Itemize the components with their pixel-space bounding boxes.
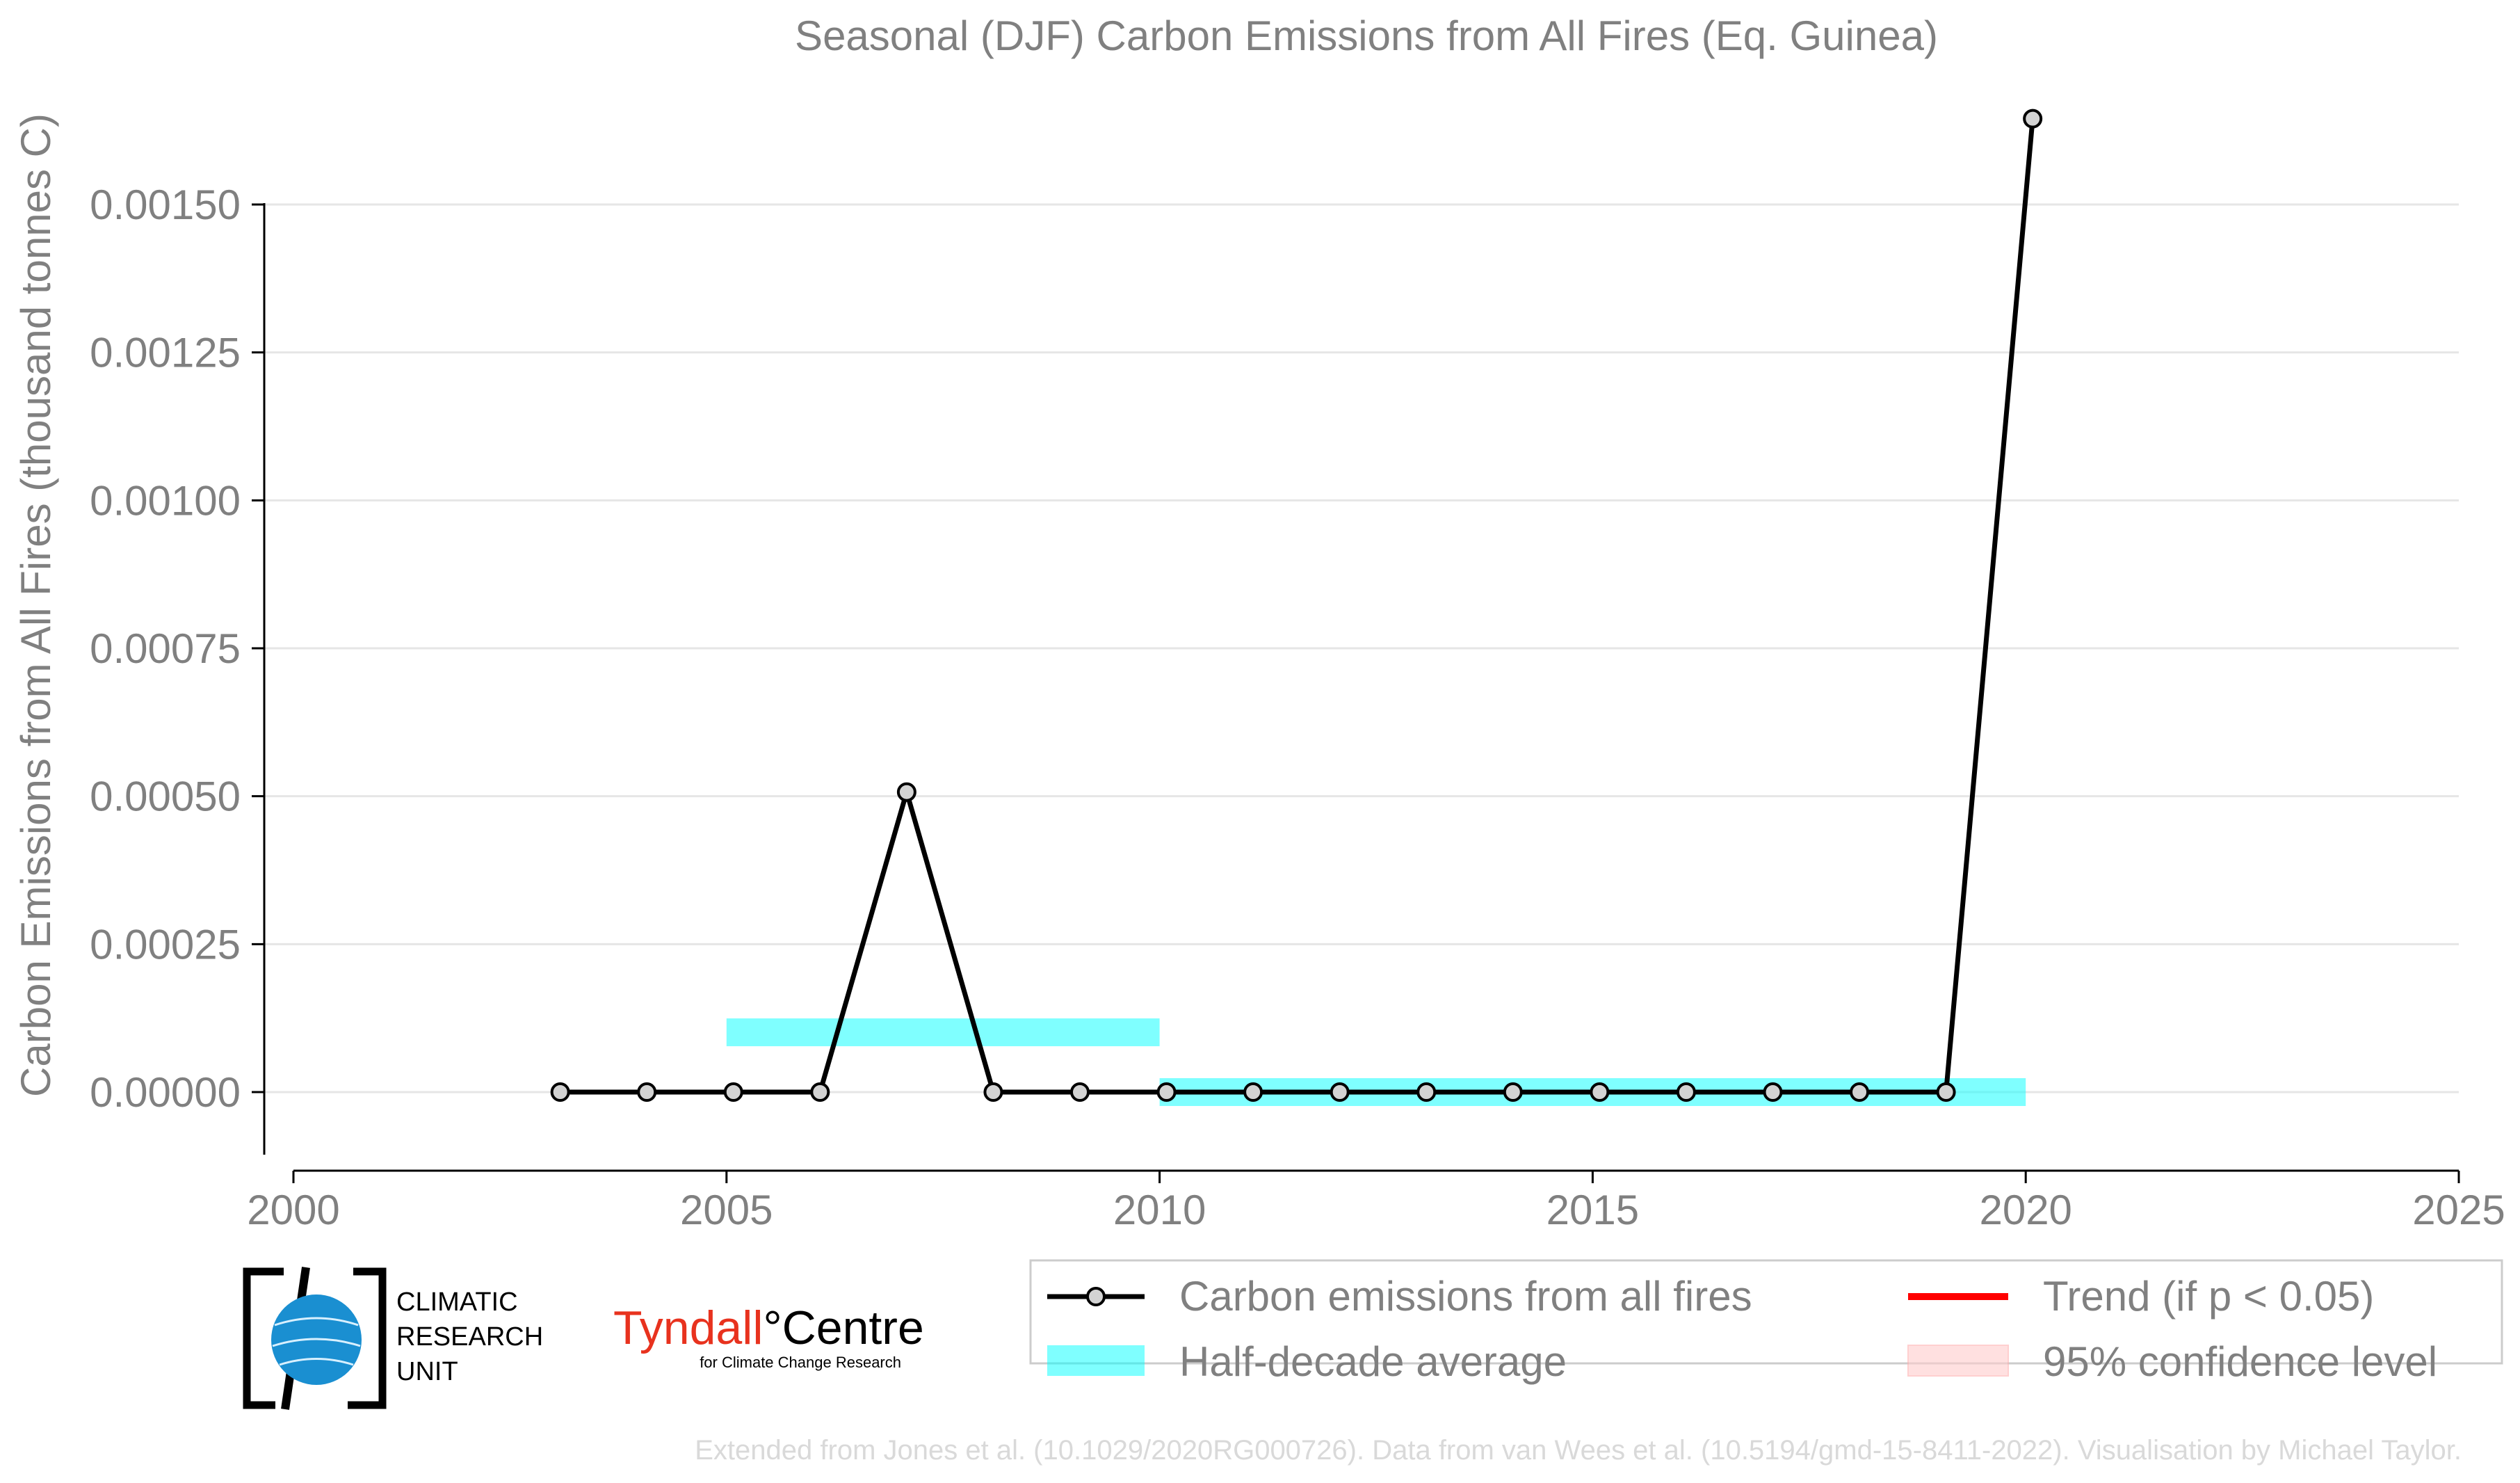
data-point (1243, 1082, 1263, 1102)
data-point (1590, 1082, 1610, 1102)
y-ticks: 0.00000 0.00025 0.00050 0.00075 0.00100 0.001… (90, 182, 264, 1116)
legend-label-confidence: 95% confidence level (2043, 1338, 2437, 1385)
legend: Carbon emissions from all fires Half-dec… (1029, 1259, 2503, 1385)
tyndall-logo-subtitle: for Climate Change Research (700, 1354, 901, 1371)
data-point (1763, 1082, 1783, 1102)
grid-lines (264, 203, 2459, 1093)
x-tick-label: 2005 (680, 1187, 773, 1233)
x-tick-label: 2010 (1113, 1187, 1206, 1233)
legend-label-half-decade: Half-decade average (1179, 1338, 1567, 1385)
legend-confidence-swatch (1907, 1345, 2009, 1377)
legend-marker-swatch (1086, 1287, 1106, 1306)
data-point (1330, 1082, 1350, 1102)
cru-logo: CLIMATIC RESEARCH UNIT (243, 1267, 543, 1410)
y-axis-label: Carbon Emissions from All Fires (thousan… (13, 113, 59, 1097)
data-point (637, 1082, 657, 1102)
data-point (1850, 1082, 1870, 1102)
legend-box (1029, 1259, 2503, 1365)
data-point (1676, 1082, 1696, 1102)
x-ticks: 2000 2005 2010 2015 2020 2025 (247, 1171, 2505, 1233)
series-carbon-emissions (550, 109, 2043, 1102)
data-point (550, 1082, 570, 1102)
footer-credit: Extended from Jones et al. (10.1029/2020… (695, 1435, 2462, 1466)
svg-text:Tyndall°Centre: Tyndall°Centre (613, 1301, 924, 1354)
data-point (810, 1082, 830, 1102)
series-line (560, 118, 2035, 1095)
y-tick-label: 0.00075 (90, 625, 241, 672)
data-point (983, 1082, 1003, 1102)
y-tick-label: 0.00150 (90, 182, 241, 228)
x-tick-label: 2000 (247, 1187, 339, 1233)
data-point (1503, 1082, 1523, 1102)
tyndall-logo-name-part1: Tyndall (613, 1301, 763, 1354)
x-tick-label: 2015 (1546, 1187, 1639, 1233)
legend-band-half-decade-swatch (1047, 1345, 1145, 1376)
y-tick-label: 0.00125 (90, 330, 241, 376)
y-tick-label: 0.00050 (90, 773, 241, 820)
legend-label-trend: Trend (if p < 0.05) (2043, 1273, 2374, 1320)
y-tick-label: 0.00000 (90, 1069, 241, 1116)
chart-title: Seasonal (DJF) Carbon Emissions from All… (795, 13, 1938, 59)
data-point (1936, 1082, 1956, 1102)
data-point (723, 1082, 743, 1102)
tyndall-logo-degree: ° (763, 1301, 782, 1354)
legend-label-carbon-emissions: Carbon emissions from all fires (1179, 1273, 1752, 1320)
cru-logo-line2: RESEARCH (396, 1322, 543, 1352)
tyndall-logo-name-part2: Centre (782, 1301, 924, 1354)
tyndall-logo: Tyndall°Centre for Climate Change Resear… (613, 1301, 924, 1371)
x-tick-label: 2025 (2412, 1187, 2505, 1233)
data-point (2023, 109, 2043, 129)
data-point (896, 782, 916, 802)
x-tick-label: 2020 (1979, 1187, 2071, 1233)
half-decade-average-band (726, 1018, 1160, 1047)
cru-logo-line3: UNIT (396, 1357, 458, 1386)
data-point (1416, 1082, 1437, 1102)
y-tick-label: 0.00025 (90, 921, 241, 968)
axes (263, 203, 2459, 1172)
data-point (1070, 1082, 1090, 1102)
y-tick-label: 0.00100 (90, 477, 241, 524)
data-point (1156, 1082, 1177, 1102)
cru-logo-line1: CLIMATIC (396, 1288, 518, 1317)
